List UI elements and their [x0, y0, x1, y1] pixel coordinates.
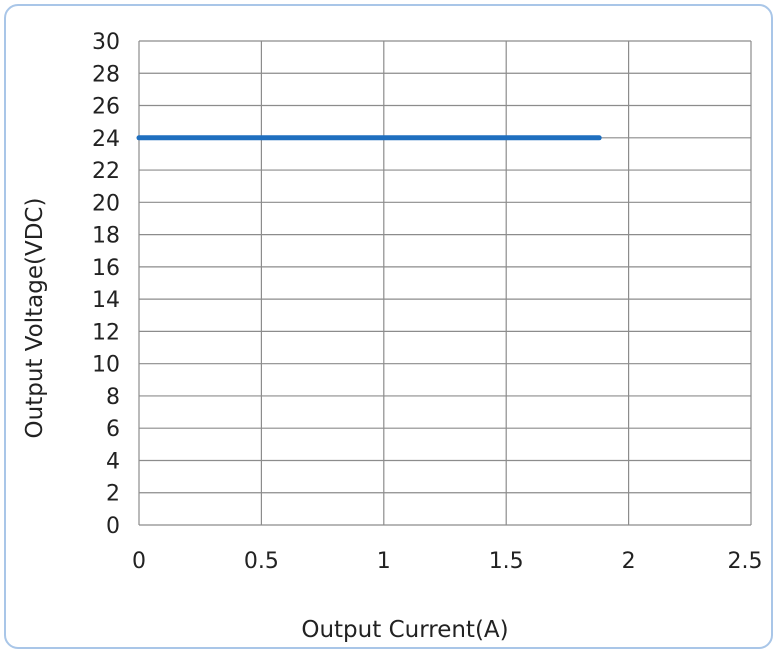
- x-tick-label: 1.5: [489, 549, 524, 574]
- y-tick-label: 2: [106, 482, 120, 507]
- y-tick-label: 16: [92, 256, 120, 281]
- x-tick-label: 2.5: [728, 549, 763, 574]
- x-axis-ticks: 0 0.5 1 1.5 2 2.5: [132, 549, 763, 574]
- y-tick-label: 26: [92, 95, 120, 120]
- y-tick-label: 14: [92, 288, 120, 313]
- y-tick-label: 18: [92, 224, 120, 249]
- y-tick-label: 0: [106, 514, 120, 539]
- y-tick-label: 24: [92, 127, 120, 152]
- x-tick-label: 0: [132, 549, 146, 574]
- y-tick-label: 10: [92, 353, 120, 378]
- x-tick-label: 1: [377, 549, 391, 574]
- chart-frame: [4, 4, 773, 649]
- y-tick-label: 6: [106, 417, 120, 442]
- y-tick-label: 12: [92, 320, 120, 345]
- y-tick-label: 4: [106, 449, 120, 474]
- y-tick-label: 30: [92, 30, 120, 55]
- x-tick-label: 2: [622, 549, 636, 574]
- y-tick-label: 28: [92, 62, 120, 87]
- y-tick-label: 22: [92, 159, 120, 184]
- x-tick-label: 0.5: [244, 549, 279, 574]
- grid: [138, 40, 752, 526]
- y-axis-title: Output Voltage(VDC): [22, 198, 48, 439]
- y-tick-label: 8: [106, 385, 120, 410]
- y-tick-label: 20: [92, 191, 120, 216]
- x-axis-title: Output Current(A): [301, 617, 508, 643]
